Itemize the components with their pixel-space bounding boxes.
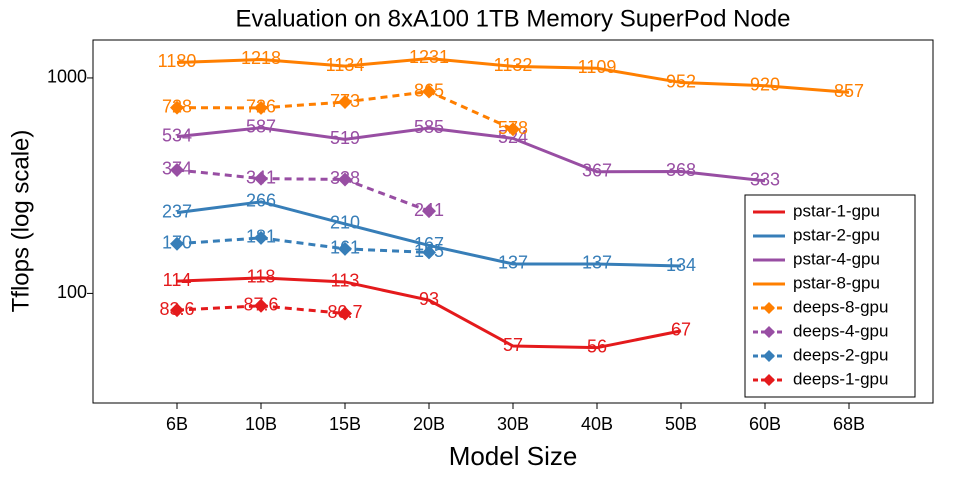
- x-tick-label: 30B: [497, 414, 529, 434]
- data-label: 1231: [409, 47, 449, 67]
- x-tick-label: 68B: [833, 414, 865, 434]
- legend-box: [744, 194, 916, 398]
- legend-label: pstar-2-gpu: [793, 225, 880, 244]
- point-marker: [338, 95, 352, 110]
- data-label: 93: [419, 289, 439, 309]
- data-label: 266: [246, 191, 276, 211]
- x-tick-label: 15B: [329, 414, 361, 434]
- point-marker: [422, 84, 436, 99]
- data-label: 857: [834, 81, 864, 101]
- data-label: 534: [162, 125, 192, 145]
- series-line: [176, 236, 430, 254]
- data-label: 210: [330, 213, 360, 233]
- data-label: 333: [750, 170, 780, 190]
- point-marker: [170, 236, 184, 251]
- data-label: 587: [246, 117, 276, 137]
- data-label: 338: [330, 168, 360, 188]
- data-label: 241: [414, 200, 444, 220]
- data-label: 134: [666, 255, 696, 275]
- x-tick-label: 60B: [749, 414, 781, 434]
- data-label: 374: [162, 159, 192, 179]
- point-marker: [254, 100, 268, 115]
- data-label: 87.6: [243, 295, 278, 315]
- chart-title: Evaluation on 8xA100 1TB Memory SuperPod…: [236, 5, 791, 32]
- point-marker: [170, 162, 184, 177]
- data-label: 585: [414, 117, 444, 137]
- x-tick-label: 40B: [581, 414, 613, 434]
- series-line: [176, 126, 766, 183]
- data-label: 341: [246, 167, 276, 187]
- data-label: 1109: [578, 57, 617, 77]
- point-marker: [254, 230, 268, 245]
- legend-label: deeps-4-gpu: [793, 321, 888, 340]
- legend-label: pstar-1-gpu: [793, 201, 880, 220]
- data-label: 181: [246, 227, 276, 247]
- data-label: 1218: [241, 48, 281, 68]
- y-tick-label: 1000: [47, 67, 87, 87]
- data-label: 920: [750, 74, 780, 94]
- x-tick-label: 50B: [665, 414, 697, 434]
- data-label: 83.6: [159, 299, 194, 319]
- data-label: 368: [666, 160, 696, 180]
- data-label: 118: [247, 267, 276, 287]
- data-label: 519: [330, 128, 360, 148]
- data-label: 137: [582, 253, 612, 273]
- point-marker: [422, 204, 436, 219]
- point-marker: [506, 122, 520, 137]
- data-label: 952: [666, 71, 696, 91]
- data-label: 1180: [158, 51, 197, 71]
- data-label: 57: [503, 335, 523, 355]
- point-marker: [254, 171, 268, 186]
- point-marker: [254, 298, 268, 313]
- data-label: 137: [498, 253, 528, 273]
- point-marker: [422, 245, 436, 260]
- x-tick-label: 6B: [166, 414, 188, 434]
- legend-marker: [763, 326, 775, 338]
- data-label: 524: [498, 127, 528, 147]
- legend-marker: [763, 374, 775, 386]
- data-label: 367: [582, 160, 612, 180]
- x-tick-label: 20B: [413, 414, 445, 434]
- data-label: 80.7: [327, 302, 362, 322]
- data-label: 155: [414, 241, 444, 261]
- point-marker: [338, 172, 352, 187]
- series-line: [176, 276, 682, 350]
- data-label: 728: [162, 96, 192, 116]
- data-label: 167: [414, 234, 444, 254]
- point-marker: [338, 241, 352, 256]
- legend-label: deeps-8-gpu: [793, 297, 888, 316]
- series-line: [176, 168, 430, 213]
- data-label: 1134: [326, 55, 365, 75]
- point-marker: [170, 100, 184, 115]
- data-label: 865: [414, 80, 444, 100]
- data-label: 773: [330, 91, 360, 111]
- series-line: [176, 56, 850, 94]
- data-label: 114: [163, 270, 192, 290]
- data-label: 170: [162, 233, 192, 253]
- x-axis-label: Model Size: [449, 441, 578, 471]
- y-tick-label: 100: [57, 282, 87, 302]
- data-label: 67: [671, 320, 691, 340]
- legend-marker: [763, 350, 775, 362]
- legend-label: deeps-1-gpu: [793, 369, 888, 388]
- legend-label: pstar-8-gpu: [793, 273, 880, 292]
- legend-label: pstar-4-gpu: [793, 249, 880, 268]
- legend-label: deeps-2-gpu: [793, 345, 888, 364]
- point-marker: [170, 303, 184, 318]
- data-label: 1132: [494, 55, 533, 75]
- y-axis-label: Tflops (log scale): [7, 130, 34, 313]
- point-marker: [338, 306, 352, 321]
- data-label: 237: [162, 201, 192, 221]
- data-label: 113: [331, 271, 360, 291]
- x-tick-label: 10B: [245, 414, 277, 434]
- data-label: 726: [246, 97, 276, 117]
- data-label: 578: [498, 118, 528, 138]
- data-label: 161: [330, 238, 360, 258]
- data-label: 56: [587, 336, 607, 356]
- legend-marker: [763, 302, 775, 314]
